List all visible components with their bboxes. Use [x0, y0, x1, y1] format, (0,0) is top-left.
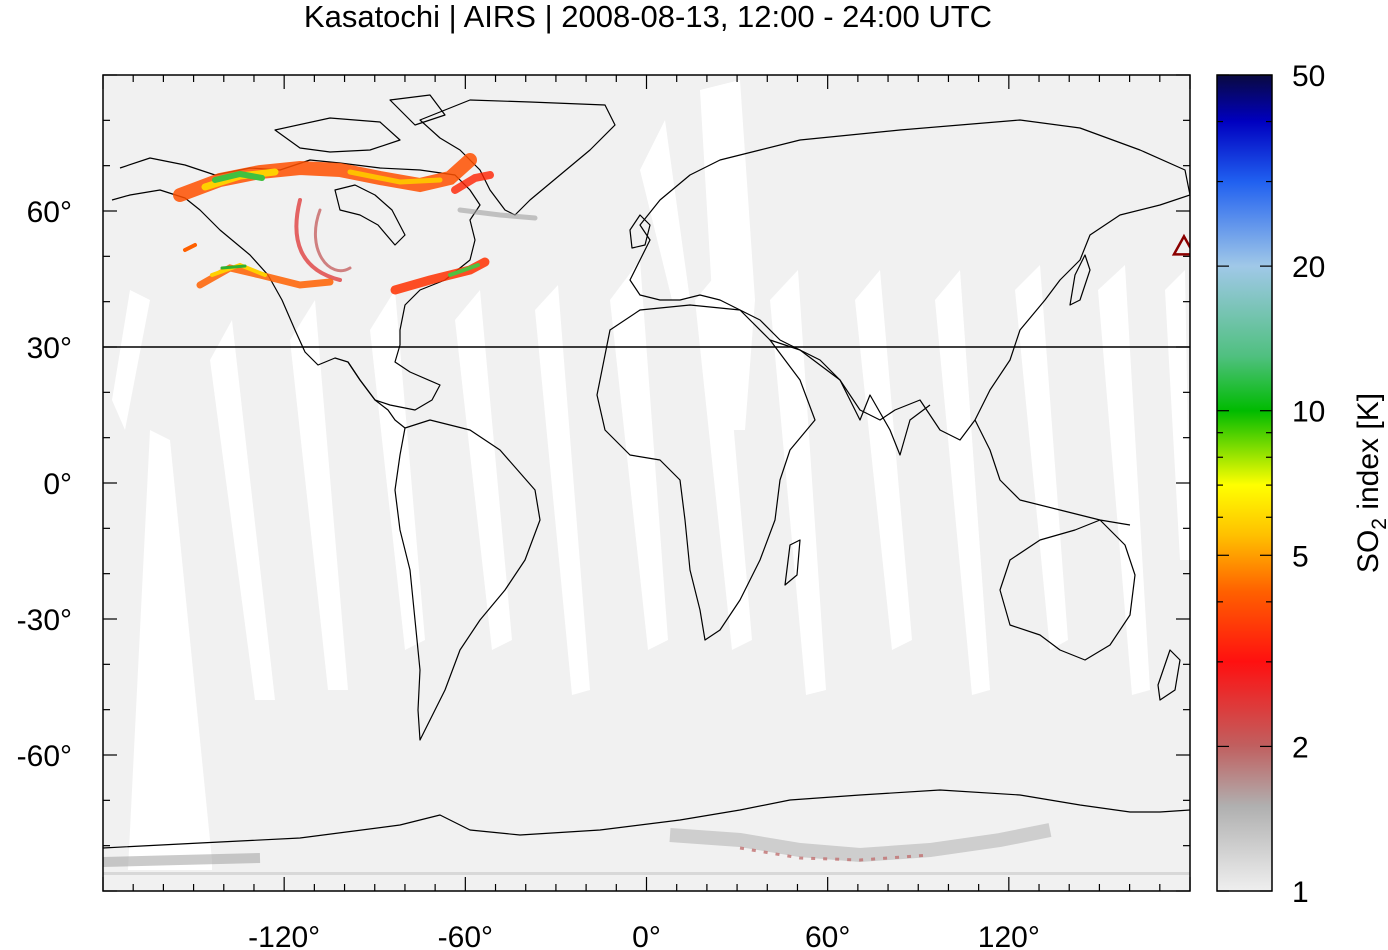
- coastline-uk: [629, 214, 651, 249]
- y-tick-label: -60°: [17, 740, 72, 773]
- x-tick-label: 0°: [632, 921, 661, 950]
- coastline-japan: [1069, 254, 1091, 306]
- x-tick-label: 60°: [805, 921, 850, 950]
- swath-gap: [128, 430, 212, 870]
- antarctic-noise: [103, 823, 1190, 875]
- noise-baseline: [103, 872, 1190, 875]
- colorbar-tick-label: 1: [1292, 876, 1309, 909]
- coastline-south-america: [394, 419, 541, 741]
- plume-greenland-edge: [451, 171, 494, 194]
- coastline-arctic-islands: [274, 94, 446, 153]
- swath-gap: [112, 290, 150, 430]
- swath-gap: [640, 120, 690, 300]
- y-tick-label: -30°: [17, 604, 72, 637]
- coastline-antarctica: [103, 789, 1190, 849]
- so2-plume: [173, 153, 538, 295]
- colorbar-label: SO2 index [K]: [1352, 393, 1388, 573]
- swath-gap: [1098, 265, 1150, 695]
- colorbar-tick-label: 50: [1292, 60, 1325, 93]
- chart-title: Kasatochi | AIRS | 2008-08-13, 12:00 - 2…: [303, 0, 993, 34]
- plume-haze: [457, 207, 538, 221]
- x-tick-label: 120°: [978, 921, 1040, 950]
- y-tick-label: 0°: [43, 468, 72, 501]
- swath-gap: [1165, 270, 1190, 560]
- colorbar-tick-label: 20: [1292, 251, 1325, 284]
- swath-gap: [535, 285, 590, 695]
- colorbar-tick-label: 2: [1292, 731, 1309, 764]
- plume-pacific-green: [220, 264, 247, 270]
- colorbar-tick-label: 5: [1292, 540, 1309, 573]
- swath-gap: [1015, 265, 1068, 650]
- swath-gap: [935, 270, 990, 695]
- coastline-madagascar: [784, 539, 801, 586]
- plume-arctic-green: [212, 170, 265, 183]
- coastline-central-america: [347, 361, 406, 429]
- coastline-arabia-india: [769, 339, 931, 456]
- map-tick-marks: [102, 74, 1191, 892]
- plume-east-core: [448, 263, 480, 277]
- noise-band-east: [669, 823, 1052, 863]
- x-tick-label: -60°: [438, 921, 493, 950]
- colorbar-label-suffix: index [K]: [1352, 393, 1385, 518]
- y-tick-label: 60°: [27, 196, 72, 229]
- coastline-hudson-bay: [334, 184, 406, 246]
- swath-gap: [455, 290, 512, 650]
- x-tick-label: -120°: [248, 921, 320, 950]
- coastline-australia: [999, 519, 1136, 661]
- swath-gap: [855, 270, 912, 650]
- coastline-europe-asia: [629, 119, 1190, 441]
- colorbar: [1216, 74, 1273, 892]
- swath-gap: [210, 320, 275, 700]
- coastline-africa: [596, 304, 816, 641]
- plume-arc-2: [314, 208, 352, 273]
- colorbar-tick-label: 10: [1292, 396, 1325, 429]
- y-tick-label: 30°: [27, 332, 72, 365]
- coastline-new-zealand: [1157, 649, 1181, 701]
- y-tick-labels: 60° 30° 0° -30° -60°: [17, 196, 72, 773]
- coastlines: [103, 94, 1190, 849]
- swath-gap: [610, 260, 668, 650]
- colorbar-tick-marks: [1217, 74, 1272, 892]
- colorbar-tick-labels: 1 2 5 10 20 50: [1292, 60, 1325, 909]
- colorbar-label-sub: 2: [1368, 518, 1388, 530]
- volcano-triangle-marker: [1171, 233, 1190, 256]
- swath-gap: [695, 270, 752, 650]
- swath-gaps: [112, 80, 1190, 870]
- swath-gap: [770, 270, 826, 695]
- plume-arctic-hot: [347, 169, 443, 185]
- map-area: [103, 75, 1190, 891]
- swath-gap: [700, 80, 755, 430]
- plume-arc: [294, 198, 342, 282]
- plume-aleutian: [183, 243, 197, 252]
- colorbar-label-prefix: SO: [1352, 530, 1385, 573]
- noise-band-west: [103, 853, 261, 867]
- x-tick-labels: -120° -60° 0° 60° 120°: [248, 921, 1040, 950]
- swath-gap: [290, 300, 348, 690]
